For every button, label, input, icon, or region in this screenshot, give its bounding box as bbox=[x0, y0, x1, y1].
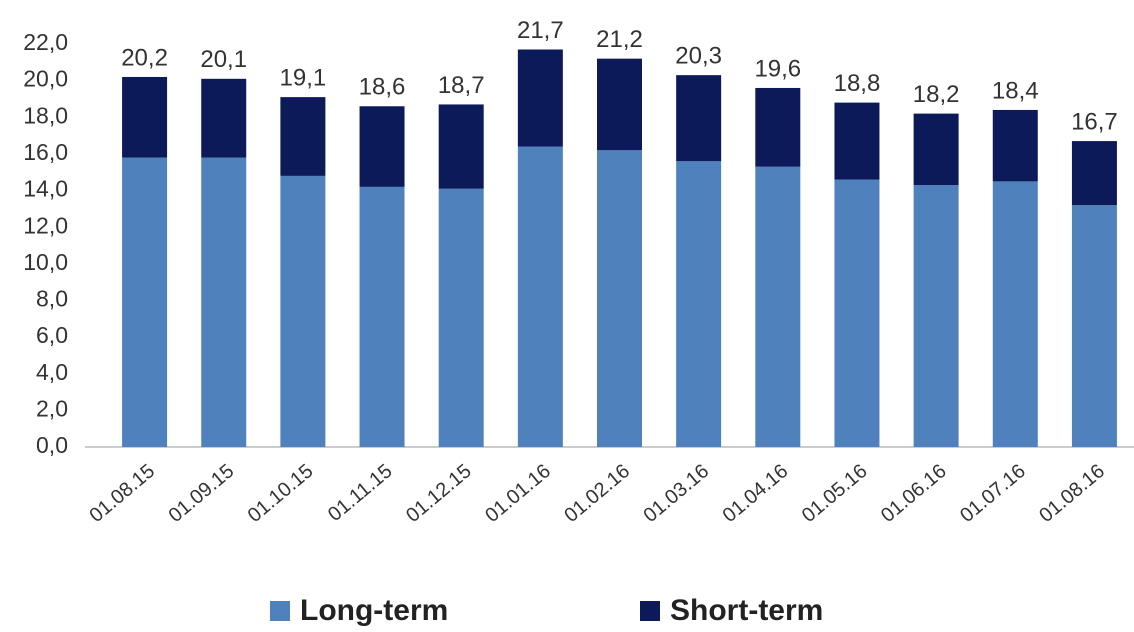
bar-segment bbox=[201, 157, 247, 447]
x-tick-label: 01.02.16 bbox=[560, 460, 634, 527]
bar-segment bbox=[676, 161, 722, 447]
x-tick-label: 01.09.15 bbox=[165, 460, 239, 527]
x-tick-label: 01.08.15 bbox=[85, 460, 159, 527]
y-tick-label: 16,0 bbox=[23, 139, 68, 165]
bar-segment bbox=[517, 49, 563, 147]
bar-segment bbox=[597, 58, 642, 151]
bar-segment bbox=[438, 188, 484, 448]
total-label: 20,1 bbox=[200, 46, 247, 73]
bar-segment bbox=[1071, 141, 1117, 206]
y-tick-label: 10,0 bbox=[23, 249, 68, 275]
total-label: 19,1 bbox=[280, 64, 327, 91]
y-tick-label: 8,0 bbox=[36, 286, 68, 312]
bar-segment bbox=[913, 113, 959, 186]
x-tick-label: 01.10.15 bbox=[244, 460, 318, 527]
bar-segment bbox=[992, 181, 1038, 448]
x-tick-label: 01.03.16 bbox=[639, 460, 713, 527]
bar-segment bbox=[280, 97, 326, 176]
bar-segment bbox=[834, 179, 880, 447]
total-label: 20,3 bbox=[675, 42, 722, 69]
y-tick-label: 14,0 bbox=[23, 176, 68, 202]
bar-segment bbox=[280, 175, 326, 447]
total-label: 18,7 bbox=[438, 72, 485, 99]
bar-segment bbox=[201, 78, 247, 158]
x-tick-label: 01.08.16 bbox=[1035, 460, 1109, 527]
total-label: 18,4 bbox=[992, 77, 1039, 104]
legend-label: Short-term bbox=[670, 594, 823, 627]
bar-segment bbox=[834, 102, 880, 180]
y-tick-label: 0,0 bbox=[36, 432, 68, 458]
legend-swatch bbox=[270, 601, 290, 621]
legend-swatch bbox=[640, 601, 660, 621]
bar-segment bbox=[122, 157, 168, 447]
total-label: 20,2 bbox=[121, 44, 168, 71]
bar-segment bbox=[597, 150, 642, 447]
x-tick-label: 01.06.16 bbox=[877, 460, 951, 527]
legend-label: Long-term bbox=[300, 594, 448, 627]
x-tick-label: 01.04.16 bbox=[719, 460, 793, 527]
total-label: 21,7 bbox=[517, 17, 564, 44]
bar-segment bbox=[122, 76, 168, 158]
y-tick-label: 12,0 bbox=[23, 212, 68, 238]
x-tick-label: 01.05.16 bbox=[798, 460, 872, 527]
y-tick-label: 2,0 bbox=[36, 395, 68, 421]
x-tick-label: 01.11.15 bbox=[324, 460, 397, 526]
bar-segment bbox=[755, 166, 801, 447]
bar-segment bbox=[438, 104, 484, 189]
bar-segment bbox=[359, 186, 405, 447]
total-label: 18,6 bbox=[359, 74, 406, 101]
total-label: 18,8 bbox=[834, 70, 881, 97]
bar-segment bbox=[517, 146, 563, 447]
total-label: 16,7 bbox=[1071, 108, 1118, 135]
x-tick-label: 01.12.15 bbox=[402, 460, 476, 527]
y-tick-label: 18,0 bbox=[23, 102, 68, 128]
total-label: 19,6 bbox=[754, 55, 801, 82]
bar-segment bbox=[359, 106, 405, 187]
bar-segment bbox=[676, 75, 722, 162]
y-tick-label: 20,0 bbox=[23, 66, 68, 92]
total-label: 21,2 bbox=[596, 26, 643, 53]
x-tick-label: 01.07.16 bbox=[956, 460, 1030, 527]
x-tick-label: 01.01.16 bbox=[481, 460, 555, 527]
bar-segment bbox=[913, 185, 959, 448]
bar-segment bbox=[992, 109, 1038, 182]
y-tick-label: 4,0 bbox=[36, 359, 68, 385]
y-tick-label: 6,0 bbox=[36, 322, 68, 348]
total-label: 18,2 bbox=[913, 81, 960, 108]
bar-segment bbox=[1071, 205, 1117, 447]
bar-segment bbox=[755, 87, 801, 167]
y-tick-label: 22,0 bbox=[23, 29, 68, 55]
